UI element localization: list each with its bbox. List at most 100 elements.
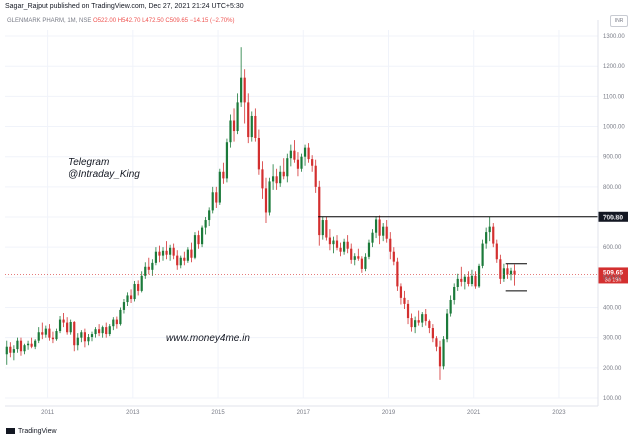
candle-body [467,276,470,284]
candle-body [190,249,193,258]
y-tick-label: 500.00 [603,275,622,281]
candle-body [208,210,211,221]
currency-button[interactable]: INR [610,15,628,27]
candle-body [232,120,236,132]
candle-body [200,227,204,245]
candle-body [243,77,246,103]
candle-body [90,334,94,338]
last-price-badge [598,267,628,284]
candle-body [204,220,207,228]
candle-body [343,241,346,252]
candle-body [80,332,83,338]
symbol-label: GLENMARK PHARM, 1M, NSE [7,18,92,24]
candle-body [37,332,40,341]
candle-body [410,318,413,328]
candle-body [112,319,115,327]
candle-body [303,147,307,157]
candle-body [506,268,509,275]
candle-body [488,226,491,233]
x-tick-label: 2021 [467,410,481,416]
brand-label: TradingView [18,428,57,435]
candle-body [360,258,363,269]
telegram-line-1: Telegram [68,157,110,168]
candles-group [5,47,516,380]
candle-body [55,331,58,340]
candle-body [481,243,484,266]
candle-body [474,275,477,287]
candle-body [44,328,47,335]
resistance-badge-label: 700.80 [603,214,623,221]
candle-body [421,314,424,323]
candle-body [502,268,506,279]
candle-body [414,320,417,328]
last-price-label: 509.65 [603,269,623,276]
publisher-line: Sagar_Rajput published on TradingView.co… [5,3,244,10]
candle-body [137,283,140,291]
candle-body [456,278,459,287]
y-tick-label: 300.00 [603,336,622,342]
candle-body [108,326,111,335]
candle-body [389,238,392,252]
candle-body [69,321,72,333]
candle-body [133,283,136,300]
candle-body [460,278,463,282]
candle-body [463,276,466,282]
candle-body [492,226,495,244]
candle-body [442,339,445,367]
candle-body [229,120,232,143]
candle-body [122,302,126,310]
y-tick-label: 800.00 [603,185,622,191]
candle-body [48,328,51,338]
candle-body [240,77,243,103]
candle-body [197,235,200,245]
ohlc-values: O522.00 H542.70 L472.50 C509.65 −14.15 (… [93,18,235,24]
candle-body [438,346,442,367]
candle-body [94,329,97,335]
candle-body [23,345,26,352]
candle-body [392,251,395,262]
candle-body [254,115,257,138]
candle-body [179,257,182,266]
resistance-badge [598,211,628,222]
y-tick-label: 1100.00 [603,94,625,100]
candle-body [357,256,360,259]
candle-body [76,337,79,346]
candle-body [275,176,278,184]
grid [5,30,598,399]
candle-body [268,181,271,213]
candle-body [5,346,8,355]
candle-body [186,249,189,261]
candle-body [325,220,328,238]
candle-body [12,349,15,353]
candle-body [431,328,434,339]
candle-body [158,251,161,256]
candle-body [225,142,229,179]
candle-body [499,259,502,279]
candle-body [453,286,456,300]
candle-body [101,327,104,334]
candle-body [279,171,282,184]
candle-body [406,303,410,319]
candle-body [314,165,317,187]
x-tick-label: 2019 [382,410,396,416]
candle-body [58,319,62,332]
candle-body [477,265,481,287]
candle-body [378,219,381,236]
candle-body [87,337,90,342]
candle-body [211,192,214,211]
countdown-label: 3d 19h [605,277,622,283]
x-axis: 2011 2013 2015 2017 2019 2021 2023 [5,405,598,416]
candle-body [403,297,406,304]
candle-body [161,250,165,256]
candle-body [73,321,76,346]
candle-body [183,257,186,261]
y-tick-label: 400.00 [603,306,622,312]
candle-body [16,340,19,350]
candle-body [176,255,179,266]
candle-body [364,256,367,269]
candle-body [26,343,30,346]
y-axis: 100.00 200.00 300.00 400.00 500.00 600.00 700.… [597,20,625,406]
candle-body [222,171,225,179]
candle-body [165,250,168,255]
